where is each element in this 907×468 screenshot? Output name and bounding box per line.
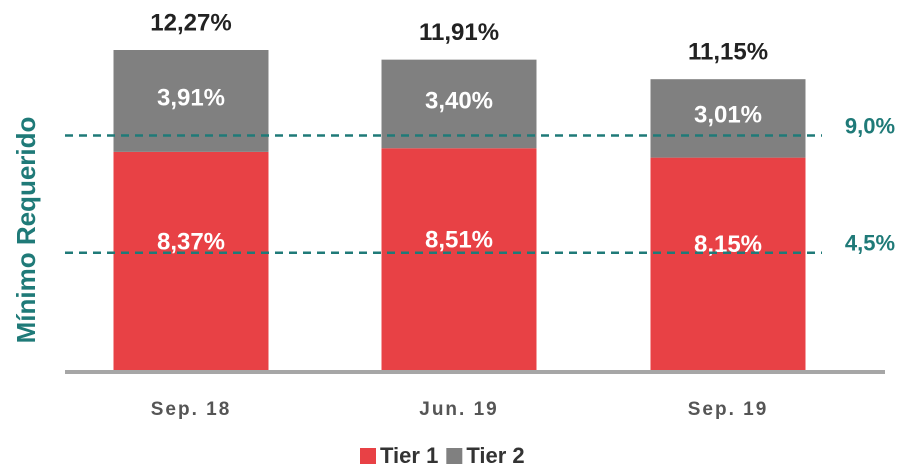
legend-swatch	[446, 448, 463, 464]
total-label: 11,15%	[688, 39, 768, 66]
x-tick-label: Jun. 19	[419, 399, 498, 420]
bar-segment	[381, 148, 537, 370]
reference-label: 4,5%	[845, 231, 895, 256]
total-label: 11,91%	[419, 19, 499, 46]
total-label: 12,27%	[150, 9, 231, 36]
value-label: 3,40%	[425, 87, 493, 114]
value-label: 3,91%	[157, 84, 225, 111]
bar-segment	[381, 59, 537, 149]
legend-label: Tier 2	[466, 443, 524, 468]
value-label: 8,37%	[157, 228, 225, 255]
y-axis-title: Mínimo Requerido	[11, 117, 41, 344]
bar-segment	[650, 79, 806, 158]
value-label: 8,15%	[694, 231, 762, 258]
legend-label: Tier 1	[380, 443, 438, 468]
value-label: 8,51%	[425, 226, 493, 253]
x-tick-label: Sep. 19	[688, 399, 769, 420]
x-tick-label: Sep. 18	[151, 399, 232, 420]
bar-segment	[113, 151, 269, 370]
value-label: 3,01%	[694, 102, 762, 129]
bar-segment	[650, 157, 806, 370]
reference-label: 9,0%	[845, 113, 895, 138]
legend-swatch	[360, 448, 376, 464]
